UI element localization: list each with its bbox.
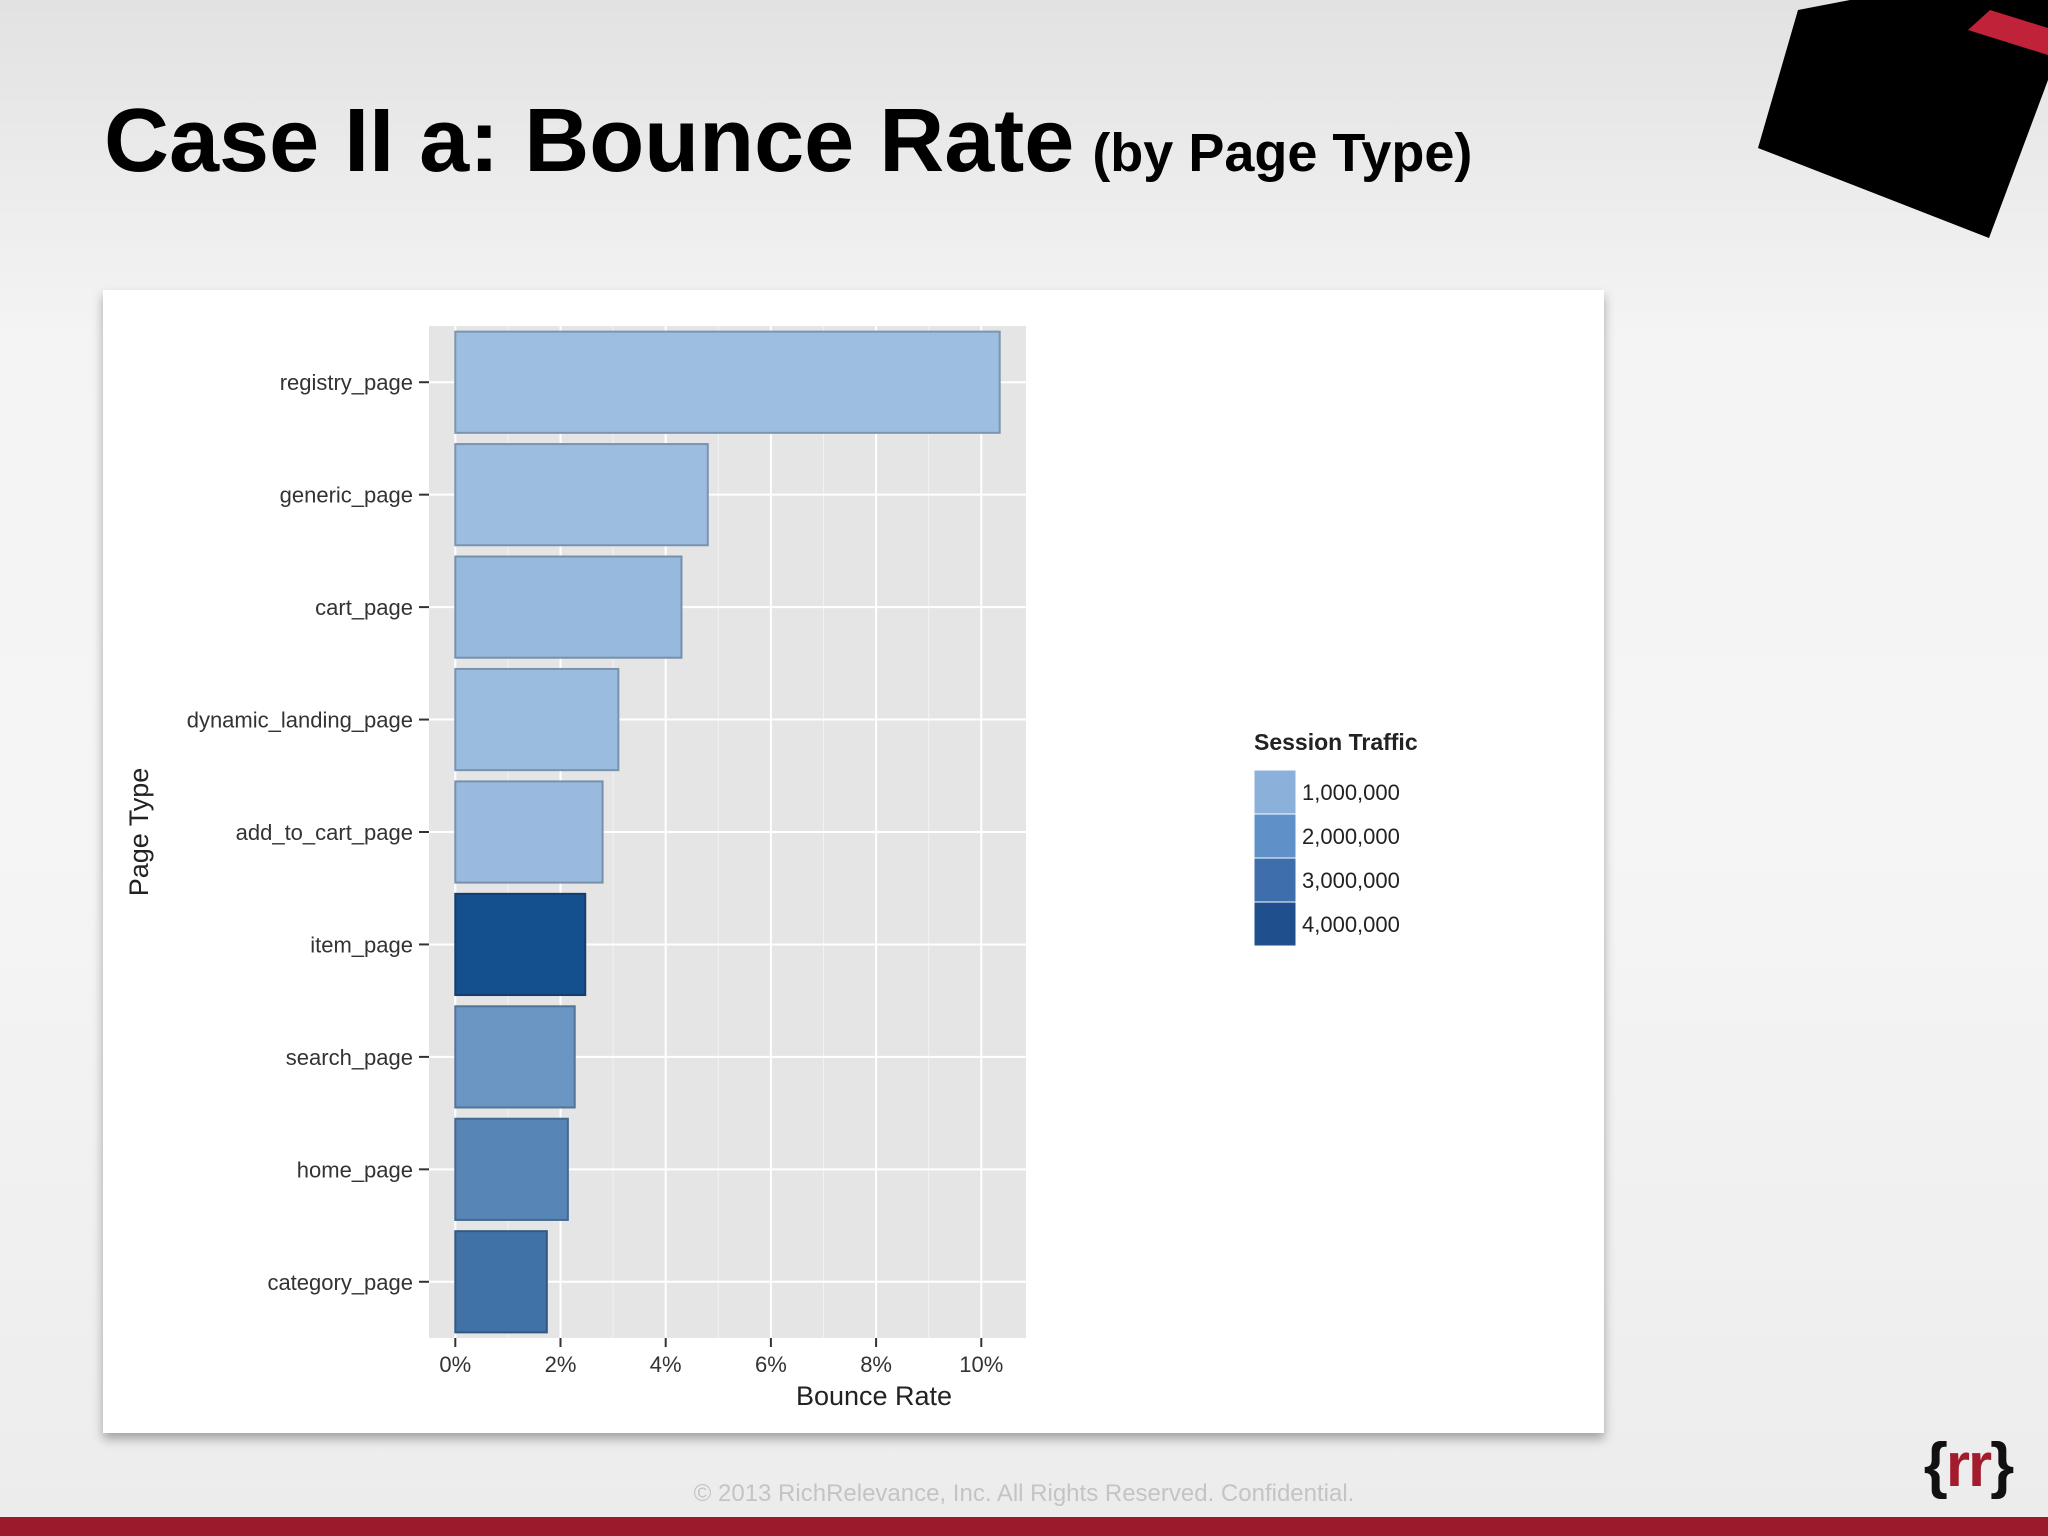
x-tick-label: 10% (959, 1352, 1003, 1377)
bounce-rate-chart: registry_page generic_page cart_pagedynami… (124, 326, 1418, 1411)
bar-generic-page (454, 443, 709, 547)
slide-title-subtitle: (by Page Type) (1092, 123, 1473, 183)
bar-home-page (454, 1117, 569, 1221)
legend-key (1253, 857, 1297, 903)
bars (454, 330, 1001, 1334)
x-tick-label: 8% (860, 1352, 892, 1377)
y-tick-label: item_page (310, 932, 413, 957)
legend-title: Session Traffic (1254, 729, 1418, 755)
legend-key (1253, 769, 1297, 815)
y-tick-label: category_page (267, 1270, 413, 1295)
legend-key (1253, 901, 1297, 947)
axes: registry_page generic_page cart_pagedynami… (187, 370, 1004, 1377)
y-tick-label: dynamic_landing_page (187, 708, 413, 733)
y-tick-label: registry_page (280, 370, 413, 395)
x-tick-label: 4% (650, 1352, 682, 1377)
y-tick-label: home_page (297, 1157, 413, 1182)
bar-search-page (454, 1005, 576, 1109)
x-axis-title: Bounce Rate (796, 1381, 952, 1411)
y-tick-label: search_page (286, 1045, 413, 1070)
bar-category-page (454, 1230, 548, 1334)
slide-title: Case II a: Bounce Rate (by Page Type) (104, 90, 1472, 193)
rr-logo: {rr} (1924, 1431, 2016, 1500)
bottom-accent-bar (0, 1517, 2048, 1536)
legend-key (1253, 813, 1297, 859)
legend-label: 1,000,000 (1302, 780, 1400, 805)
bar-dynamic-landing-page (454, 667, 620, 772)
legend-label: 3,000,000 (1302, 868, 1400, 893)
footer-copyright: © 2013 RichRelevance, Inc. All Rights Re… (693, 1480, 1355, 1507)
legend: Session Traffic 1,000,000 2,000,000 3,000,0… (1253, 729, 1418, 947)
x-tick-label: 0% (439, 1352, 471, 1377)
y-axis-title: Page Type (124, 768, 154, 897)
legend-label: 2,000,000 (1302, 824, 1400, 849)
bar-cart-page (454, 555, 683, 659)
svg-text:{rr}: {rr} (1924, 1431, 2014, 1500)
bar-registry-page (454, 330, 1001, 434)
x-tick-label: 2% (545, 1352, 577, 1377)
bar-add-to-cart-page (454, 780, 604, 884)
y-tick-label: generic_page (280, 483, 413, 508)
x-tick-label: 6% (755, 1352, 787, 1377)
y-tick-label: cart_page (315, 595, 413, 620)
bar-item-page (454, 892, 587, 997)
slide-title-main: Case II a: Bounce Rate (104, 91, 1075, 191)
y-tick-label: add_to_cart_page (236, 820, 413, 845)
legend-label: 4,000,000 (1302, 912, 1400, 937)
